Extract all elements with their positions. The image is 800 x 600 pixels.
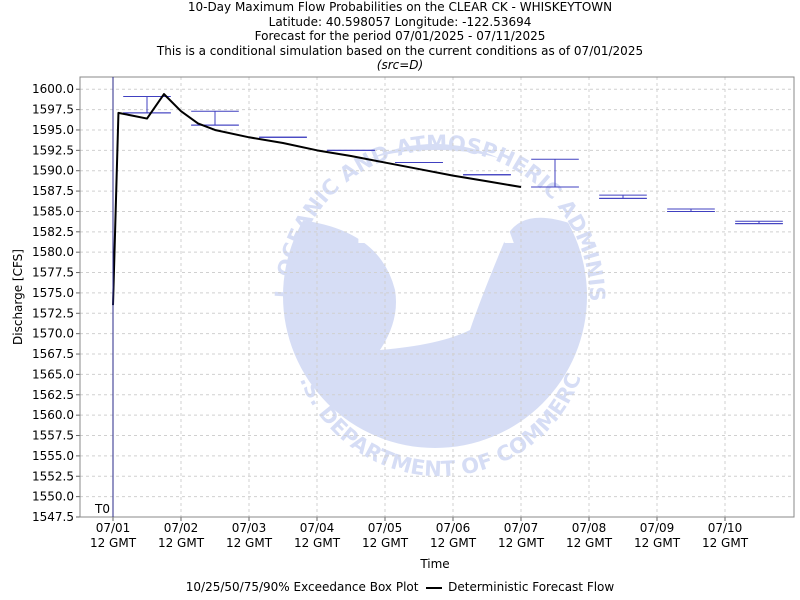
box-plot-day [735, 220, 783, 225]
x-tick-sublabel: 12 GMT [226, 536, 273, 550]
x-axis-label: Time [419, 557, 449, 571]
chart-note: This is a conditional simulation based o… [156, 43, 644, 58]
noaa-watermark-logo: NOAA NATIONAL OCEANIC AND ATMOSPHERIC AD… [0, 0, 609, 481]
x-tick-sublabel: 12 GMT [566, 536, 613, 550]
y-axis-label: Discharge [CFS] [11, 249, 25, 345]
x-tick-label: 07/02 [164, 521, 199, 535]
x-tick-sublabel: 12 GMT [498, 536, 545, 550]
chart-legend: 10/25/50/75/90% Exceedance Box Plot Dete… [0, 580, 800, 594]
x-tick-sublabel: 12 GMT [702, 536, 749, 550]
x-tick-label: 07/05 [368, 521, 403, 535]
y-tick-label: 1590.0 [32, 164, 74, 178]
watermark-logo-text: NOAA [354, 199, 516, 255]
legend-box-plot-label: 10/25/50/75/90% Exceedance Box Plot [185, 580, 419, 594]
x-tick-sublabel: 12 GMT [430, 536, 477, 550]
y-tick-label: 1577.5 [32, 266, 74, 280]
y-tick-label: 1582.5 [32, 225, 74, 239]
y-tick-label: 1567.5 [32, 347, 74, 361]
box-plot-day [667, 208, 715, 212]
box-plot-day [531, 158, 579, 188]
y-tick-label: 1587.5 [32, 184, 74, 198]
chart-source: (src=D) [376, 58, 424, 73]
y-tick-label: 1575.0 [32, 286, 74, 300]
x-tick-label: 07/01 [96, 521, 131, 535]
y-tick-label: 1565.0 [32, 367, 74, 381]
y-tick-label: 1592.5 [32, 143, 74, 157]
forecast-flow-line [112, 93, 522, 306]
x-tick-sublabel: 12 GMT [294, 536, 341, 550]
y-tick-label: 1547.5 [32, 510, 74, 524]
y-tick-label: 1600.0 [32, 82, 74, 96]
forecast-lines [112, 93, 522, 306]
x-tick-label: 07/03 [232, 521, 267, 535]
chart-titles: 10-Day Maximum Flow Probabilities on the… [0, 0, 800, 73]
x-tick-label: 07/08 [572, 521, 607, 535]
x-tick-sublabel: 12 GMT [634, 536, 681, 550]
t0-label: T0 [94, 502, 110, 516]
y-tick-label: 1562.5 [32, 388, 74, 402]
legend-line-swatch [426, 586, 443, 589]
chart-location: Latitude: 40.598057 Longitude: -122.5369… [268, 14, 532, 29]
plot-frame [79, 76, 795, 518]
chart-period: Forecast for the period 07/01/2025 - 07/… [254, 29, 546, 44]
y-tick-label: 1572.5 [32, 306, 74, 320]
x-tick-sublabel: 12 GMT [362, 536, 409, 550]
x-tick-label: 07/04 [300, 521, 335, 535]
x-tick-sublabel: 12 GMT [90, 536, 137, 550]
y-tick-label: 1550.0 [32, 490, 74, 504]
x-tick-label: 07/06 [436, 521, 471, 535]
y-tick-label: 1585.0 [32, 204, 74, 218]
y-tick-label: 1560.0 [32, 408, 74, 422]
y-tick-label: 1557.5 [32, 429, 74, 443]
box-plot-day [191, 110, 239, 126]
y-tick-label: 1552.5 [32, 469, 74, 483]
y-tick-label: 1580.0 [32, 245, 74, 259]
y-tick-label: 1595.0 [32, 123, 74, 137]
x-tick-sublabel: 12 GMT [158, 536, 205, 550]
legend-forecast-label: Deterministic Forecast Flow [448, 580, 615, 594]
y-tick-label: 1570.0 [32, 327, 74, 341]
y-axis: 1547.5 1550.0 1552.5 1555.0 1557.5 1560.0 1562… [32, 82, 80, 524]
y-tick-label: 1555.0 [32, 449, 74, 463]
x-tick-label: 07/10 [708, 521, 743, 535]
box-plot-day [599, 194, 647, 199]
x-tick-label: 07/09 [640, 521, 675, 535]
box-plot-day [123, 96, 171, 114]
x-tick-label: 07/07 [504, 521, 539, 535]
chart-title: 10-Day Maximum Flow Probabilities on the… [187, 0, 613, 14]
y-tick-label: 1597.5 [32, 103, 74, 117]
